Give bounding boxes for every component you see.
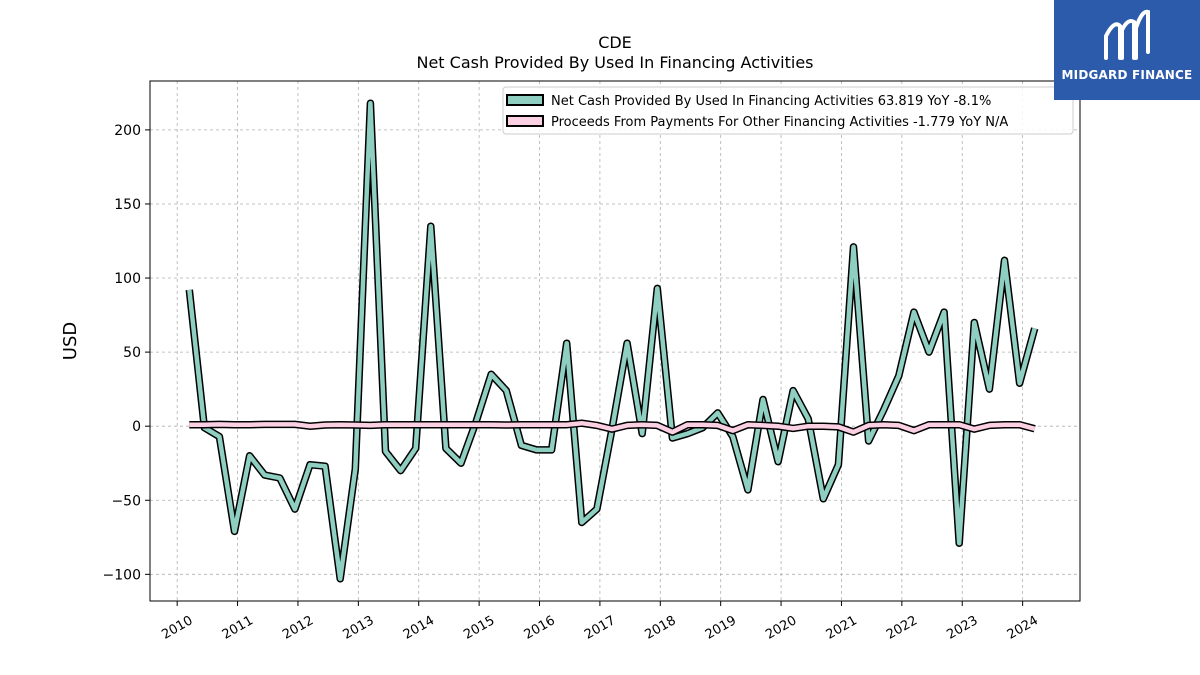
legend-label: Net Cash Provided By Used In Financing A… [551, 94, 991, 109]
x-tick-label: 2014 [401, 613, 437, 643]
series-line-2 [189, 420, 1036, 435]
y-tick-label: 0 [132, 419, 141, 435]
y-tick-label: 150 [114, 197, 141, 213]
x-tick-label: 2017 [582, 613, 618, 643]
x-tick-label: 2012 [280, 613, 316, 643]
chart-title: CDE [598, 33, 632, 52]
x-tick-label: 2010 [159, 613, 195, 643]
x-tick-label: 2020 [763, 613, 799, 643]
legend-swatch [506, 94, 544, 106]
series-lines [185, 99, 1039, 583]
y-axis-label: USD [60, 322, 81, 360]
midgard-logo-icon [1054, 0, 1200, 100]
legend-box [502, 86, 1074, 135]
y-tick-label: −100 [103, 567, 141, 583]
x-tick-label: 2024 [1005, 613, 1041, 643]
x-tick-label: 2016 [522, 613, 558, 643]
x-tick-label: 2011 [220, 613, 256, 643]
brand-name: MIDGARD FINANCE [1061, 68, 1193, 82]
plot-frame [149, 80, 1081, 602]
chart-subtitle: Net Cash Provided By Used In Financing A… [416, 53, 813, 72]
y-tick-label: −50 [111, 493, 141, 509]
y-tick-label: 50 [123, 345, 141, 361]
x-tick-label: 2022 [884, 613, 920, 643]
legend-swatch [506, 115, 544, 127]
x-tick-label: 2019 [703, 613, 739, 643]
legend-label: Proceeds From Payments For Other Financi… [551, 115, 1008, 130]
x-tick-label: 2021 [824, 613, 860, 643]
grid [150, 81, 1080, 601]
legend: Net Cash Provided By Used In Financing A… [502, 86, 1074, 135]
y-tick-label: 100 [114, 271, 141, 287]
y-tick-label: 200 [114, 123, 141, 139]
brand-logo: MIDGARD FINANCE [1054, 0, 1200, 100]
x-tick-label: 2018 [642, 613, 678, 643]
x-tick-label: 2015 [461, 613, 497, 643]
x-tick-label: 2013 [341, 613, 377, 643]
series-line-1 [187, 100, 1037, 582]
x-tick-label: 2023 [944, 613, 980, 643]
